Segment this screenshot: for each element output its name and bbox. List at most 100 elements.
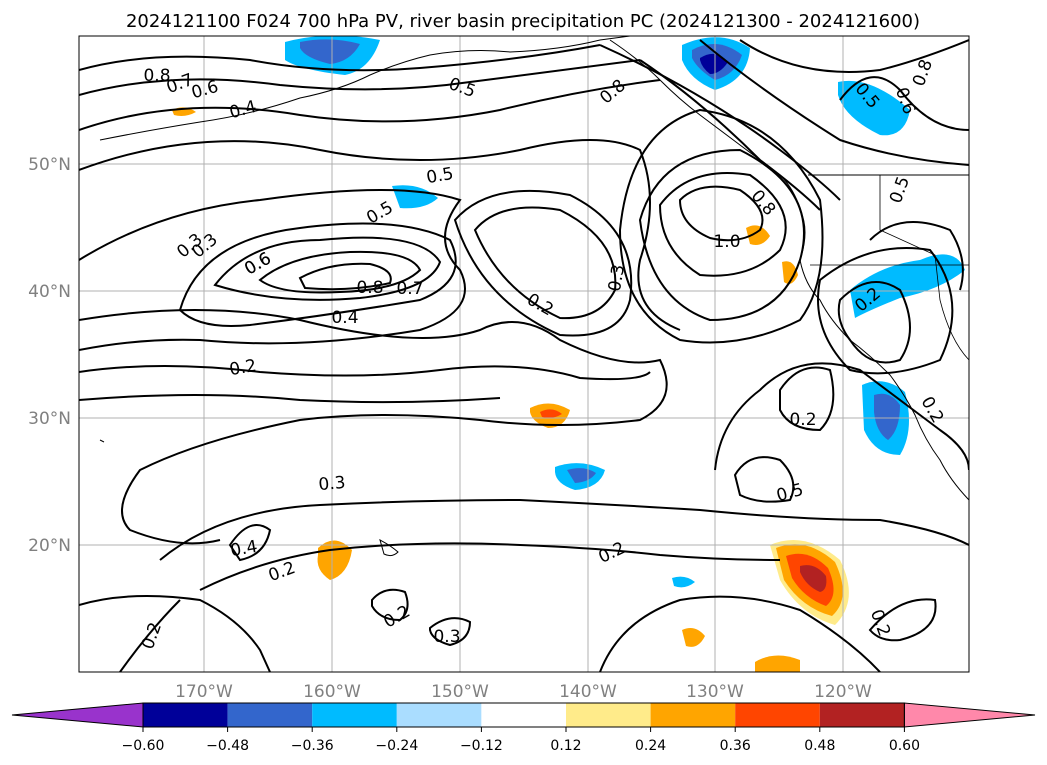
- contour-line: [79, 365, 651, 381]
- latitude-labels: 50°N 40°N 30°N 20°N: [28, 155, 71, 556]
- colorbar-segment: [396, 703, 482, 727]
- shade-patch: [755, 655, 800, 672]
- longitude-labels: 170°W 160°W 150°W 140°W 130°W 120°W: [175, 682, 872, 702]
- contour-line: [869, 221, 964, 291]
- colorbar-segment: [227, 703, 313, 727]
- contour-label: 1.0: [713, 232, 740, 252]
- lon-tick-label: 160°W: [303, 682, 361, 702]
- contour-label: 0.2: [228, 356, 258, 380]
- coastline: [99, 36, 631, 141]
- shade-patch: [800, 565, 827, 592]
- colorbar-tick-label: 0.24: [635, 738, 666, 754]
- lat-tick-label: 20°N: [28, 536, 71, 556]
- island: [99, 439, 105, 443]
- contour-line: [618, 108, 824, 344]
- contour-label: 0.3: [318, 473, 347, 495]
- contour-line: [213, 236, 442, 301]
- contour-label: 0.8: [143, 66, 170, 86]
- contour-line: [473, 206, 617, 320]
- lon-tick-label: 130°W: [686, 682, 744, 702]
- contour-line: [699, 39, 969, 166]
- shade-patch: [746, 225, 770, 245]
- contour-line: [868, 598, 937, 642]
- lon-tick-label: 170°W: [175, 682, 233, 702]
- colorbar: −0.60 −0.48 −0.36 −0.24 −0.12 0.12 0.24 0.36 0.4…: [11, 702, 1036, 754]
- lat-tick-label: 30°N: [28, 409, 71, 429]
- colorbar-extend-low: [11, 702, 144, 728]
- contour-label: 0.4: [229, 537, 259, 561]
- shade-patch: [700, 53, 728, 74]
- island: [379, 539, 399, 557]
- contour-line: [453, 189, 633, 337]
- contour-line: [779, 366, 835, 432]
- lon-tick-label: 140°W: [559, 682, 617, 702]
- contour-line: [733, 456, 795, 503]
- contour-line: [79, 79, 661, 131]
- contour-line: [371, 588, 409, 622]
- contour-line: [839, 76, 969, 131]
- colorbar-tick-label: −0.24: [375, 738, 418, 754]
- colorbar-tick-label: 0.60: [889, 738, 920, 754]
- map-panel: 0.80.70.60.40.5 0.80.30.60.50.50.30.60.8 0…: [78, 35, 970, 673]
- shade-patch: [300, 39, 360, 64]
- lat-tick-label: 40°N: [28, 282, 71, 302]
- contour-label: 0.3: [605, 263, 629, 293]
- contour-line: [739, 39, 969, 73]
- shaded-precip-anomalies: [172, 36, 965, 672]
- contour-line: [79, 595, 271, 672]
- contour-label: 0.7: [396, 279, 423, 299]
- colorbar-tick-label: −0.36: [291, 738, 334, 754]
- lat-tick-label: 50°N: [28, 155, 71, 175]
- pv-contours: [79, 39, 969, 672]
- colorbar-segment: [312, 703, 397, 727]
- contour-line: [119, 599, 181, 672]
- contour-line: [837, 281, 911, 364]
- colorbar-tick-label: 0.36: [720, 738, 751, 754]
- contour-line: [658, 172, 787, 277]
- contour-line: [258, 250, 422, 294]
- colorbar-extend-high: [903, 702, 1036, 728]
- contour-label: 0.3: [433, 627, 460, 647]
- shade-patch: [850, 254, 965, 318]
- contour-line: [817, 247, 954, 375]
- shade-patch: [540, 409, 562, 418]
- colorbar-segment: [650, 703, 736, 727]
- colorbar-segment: [143, 703, 228, 727]
- colorbar-segment: [819, 703, 905, 727]
- contour-line: [298, 262, 392, 291]
- contour-line: [429, 617, 472, 647]
- colorbar-tick-label: −0.12: [460, 738, 503, 754]
- colorbar-tick-label: 0.12: [550, 738, 581, 754]
- shade-patch: [874, 393, 900, 440]
- lon-tick-label: 150°W: [431, 682, 489, 702]
- shade-patch: [682, 628, 705, 647]
- colorbar-segment: [566, 703, 651, 727]
- colorbar-segment: [481, 703, 566, 727]
- colorbar-tick-label: −0.48: [206, 738, 249, 754]
- shade-patch: [567, 468, 596, 483]
- lon-tick-label: 120°W: [814, 682, 872, 702]
- shade-patch: [672, 576, 695, 588]
- shade-patch: [782, 261, 798, 284]
- contour-line: [199, 542, 781, 591]
- colorbar-frame: [142, 702, 905, 728]
- contour-label: 0.8: [356, 278, 383, 298]
- contour-line: [714, 362, 969, 471]
- contour-line: [159, 498, 969, 561]
- colorbar-segment: [735, 703, 820, 727]
- gridlines: [79, 36, 969, 672]
- contour-line: [228, 524, 272, 562]
- contour-line: [678, 185, 764, 242]
- contour-line: [639, 59, 821, 211]
- coastlines: [99, 36, 969, 557]
- contour-label: 0.2: [789, 410, 816, 430]
- contour-label: 0.5: [425, 164, 455, 188]
- map-frame: [78, 35, 970, 673]
- coastline: [609, 39, 969, 501]
- shade-patch: [838, 80, 910, 136]
- colorbar-tick-label: −0.60: [122, 738, 165, 754]
- border-line: [879, 175, 969, 361]
- colorbar-tick-label: 0.48: [804, 738, 835, 754]
- contour-line: [599, 595, 881, 672]
